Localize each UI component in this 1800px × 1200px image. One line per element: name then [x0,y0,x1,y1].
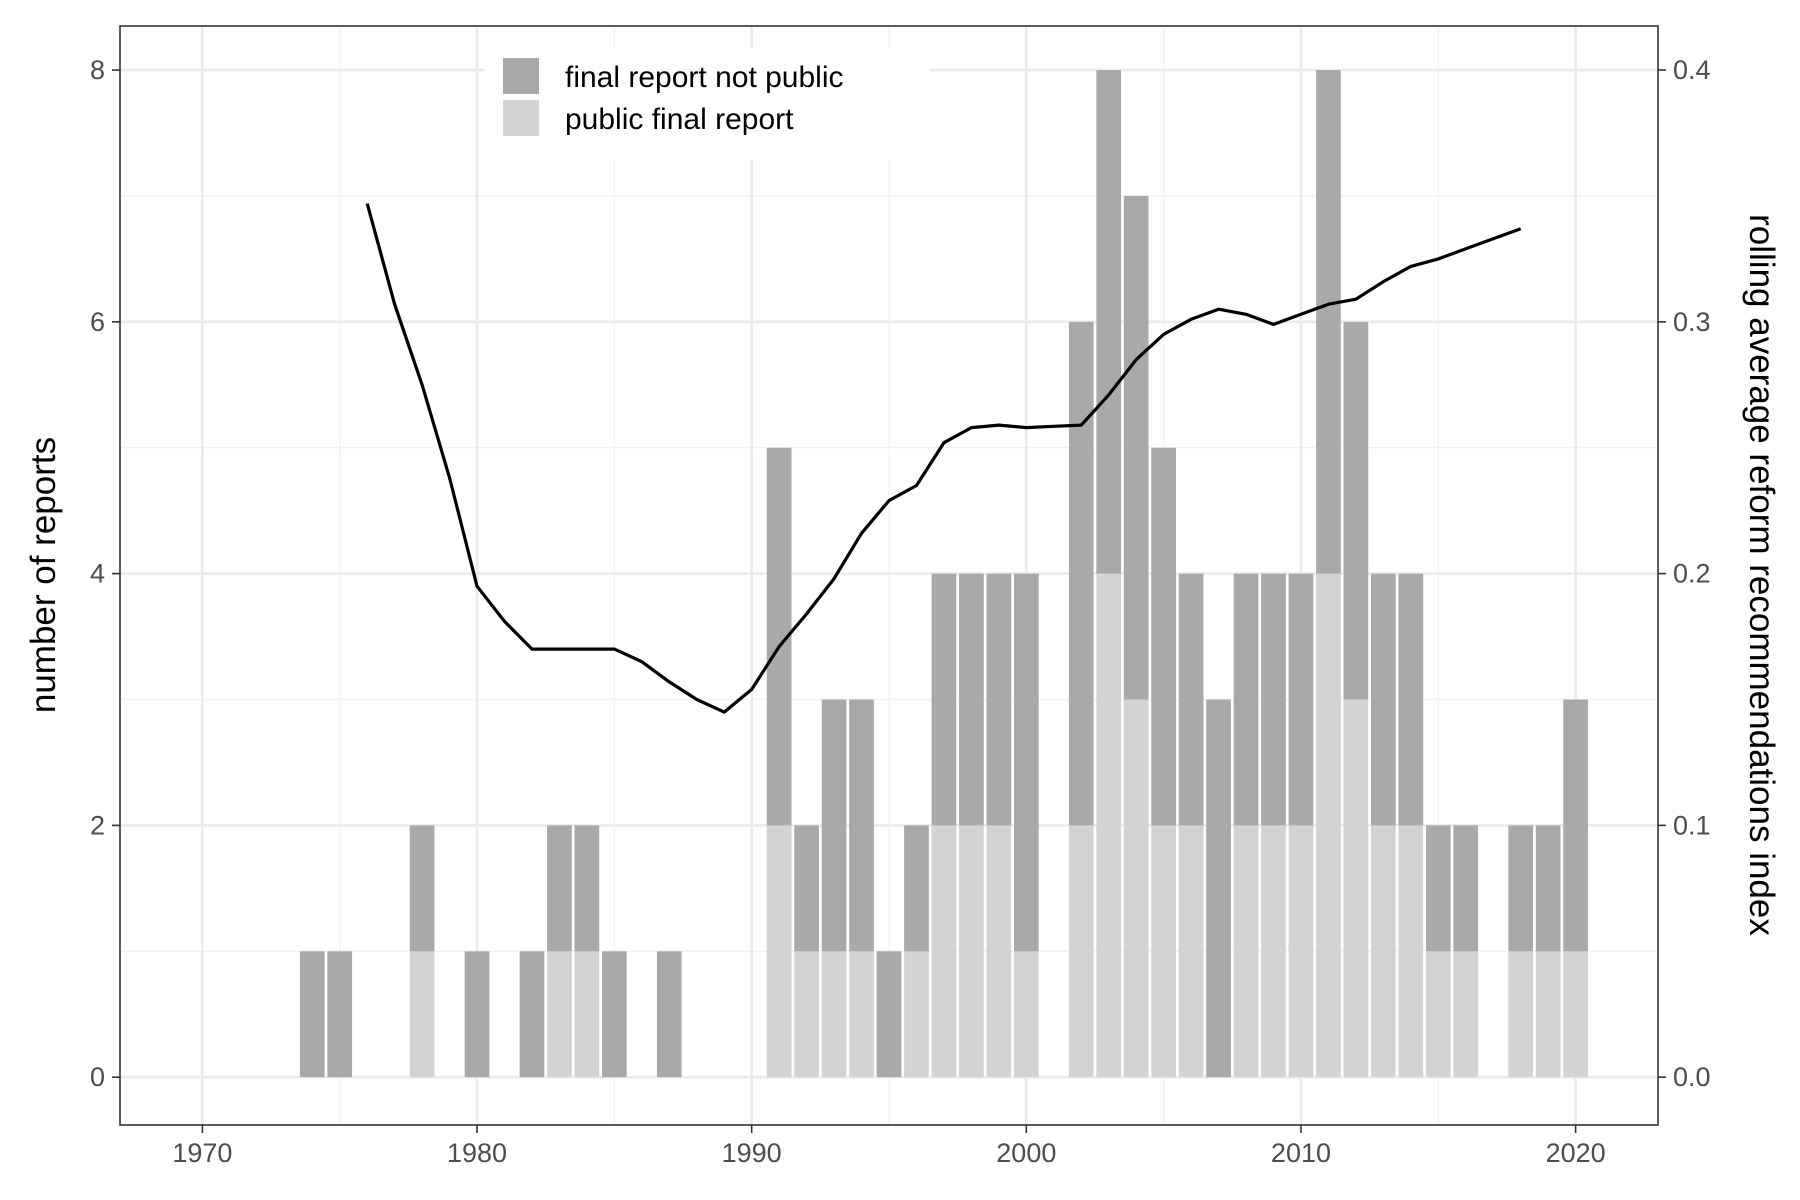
bar-not-public-2016 [1453,825,1479,952]
y2-tick-label: 0.2 [1673,559,1711,589]
y2-tick-label: 0.0 [1673,1062,1711,1092]
y-tick-label: 8 [90,55,105,85]
bar-public-1999 [986,825,1012,1078]
x-tick-label: 1970 [172,1138,232,1168]
bar-public-2020 [1563,951,1588,1078]
x-tick-label: 1990 [722,1138,782,1168]
y2-axis-title: rolling average reform recommendations i… [1742,214,1781,936]
bar-public-1984 [574,951,600,1078]
bar-not-public-2005 [1151,447,1177,826]
bar-public-2016 [1453,951,1479,1078]
bar-not-public-2020 [1563,699,1588,952]
bar-public-2009 [1261,825,1286,1078]
legend-label-not-public: final report not public [565,61,844,94]
axes: 1970 1980 1990 2000 2010 2020 0 2 4 6 8 0.0 0.1 0.2 0.… [90,55,1711,1168]
bar-not-public-2007 [1206,699,1231,1078]
bar-not-public-2002 [1068,321,1094,826]
rolling-average-line-group [365,203,1522,714]
bar-not-public-1982 [519,951,545,1078]
bar-public-2015 [1425,951,1451,1078]
legend: final report not public public final rep… [484,48,930,160]
y2-tick-label: 0.3 [1673,307,1711,337]
bar-not-public-1997 [931,573,957,826]
bar-not-public-2000 [1013,573,1039,952]
bar-not-public-1974 [299,951,325,1078]
bar-public-1997 [931,825,957,1078]
bar-not-public-1987 [656,951,682,1078]
legend-key-not-public [503,58,539,94]
bar-not-public-1999 [986,573,1012,826]
bar-not-public-2012 [1343,321,1369,700]
y-tick-label: 2 [90,810,105,840]
bar-public-1983 [547,951,572,1078]
bar-public-2006 [1178,825,1204,1078]
bar-not-public-1980 [464,951,490,1078]
bar-not-public-2004 [1123,195,1149,700]
bar-not-public-1984 [574,825,600,952]
bar-public-2014 [1398,825,1424,1078]
bar-not-public-2014 [1398,573,1424,826]
y-tick-label: 6 [90,307,105,337]
x-tick-label: 1980 [447,1138,507,1168]
bar-not-public-1998 [959,573,984,826]
bar-public-2018 [1508,951,1534,1078]
bar-not-public-2018 [1508,825,1534,952]
grid-lines [120,26,1658,1125]
legend-background [484,48,930,160]
y2-tick-label: 0.1 [1673,810,1711,840]
bar-public-2008 [1233,825,1259,1078]
bar-public-1998 [959,825,984,1078]
bar-not-public-1983 [547,825,572,952]
x-tick-label: 2010 [1271,1138,1331,1168]
legend-label-public: public final report [565,103,794,136]
bar-public-1992 [794,951,819,1078]
bar-not-public-1996 [904,825,929,952]
bar-public-2004 [1123,699,1149,1078]
bar-not-public-2013 [1370,573,1396,826]
y-tick-label: 4 [90,559,105,589]
plot-panel-border [119,25,1659,1126]
bar-not-public-2003 [1096,70,1122,574]
bar-public-2011 [1316,573,1341,1078]
bar-public-2003 [1096,573,1122,1078]
x-tick-label: 2000 [996,1138,1056,1168]
bar-not-public-2011 [1316,70,1341,574]
bar-not-public-2010 [1288,573,1314,826]
bar-public-1991 [766,825,792,1078]
bar-public-1994 [849,951,874,1078]
bar-public-2012 [1343,699,1369,1078]
bar-not-public-2008 [1233,573,1259,826]
bar-public-1978 [409,951,435,1078]
bar-not-public-2019 [1535,825,1561,952]
bar-public-2002 [1068,825,1094,1078]
bar-public-2000 [1013,951,1039,1078]
y-tick-label: 0 [90,1062,105,1092]
bar-not-public-2006 [1178,573,1204,826]
bar-not-public-1975 [327,951,353,1078]
bar-not-public-1995 [876,951,902,1078]
bar-not-public-2009 [1261,573,1286,826]
bar-not-public-1994 [849,699,874,952]
legend-key-public [503,100,539,136]
bars [299,70,1588,1078]
bar-not-public-1992 [794,825,819,952]
rolling-average-line [365,203,1522,714]
bar-public-1993 [821,951,847,1078]
bar-public-2019 [1535,951,1561,1078]
x-tick-label: 2020 [1546,1138,1606,1168]
y-axis-title: number of reports [24,437,63,713]
bar-public-1996 [904,951,929,1078]
bar-not-public-1978 [409,825,435,952]
bar-not-public-1985 [601,951,627,1078]
bar-public-2005 [1151,825,1177,1078]
bar-public-2013 [1370,825,1396,1078]
y2-tick-label: 0.4 [1673,55,1711,85]
bar-not-public-2015 [1425,825,1451,952]
bar-public-2010 [1288,825,1314,1078]
bar-not-public-1993 [821,699,847,952]
